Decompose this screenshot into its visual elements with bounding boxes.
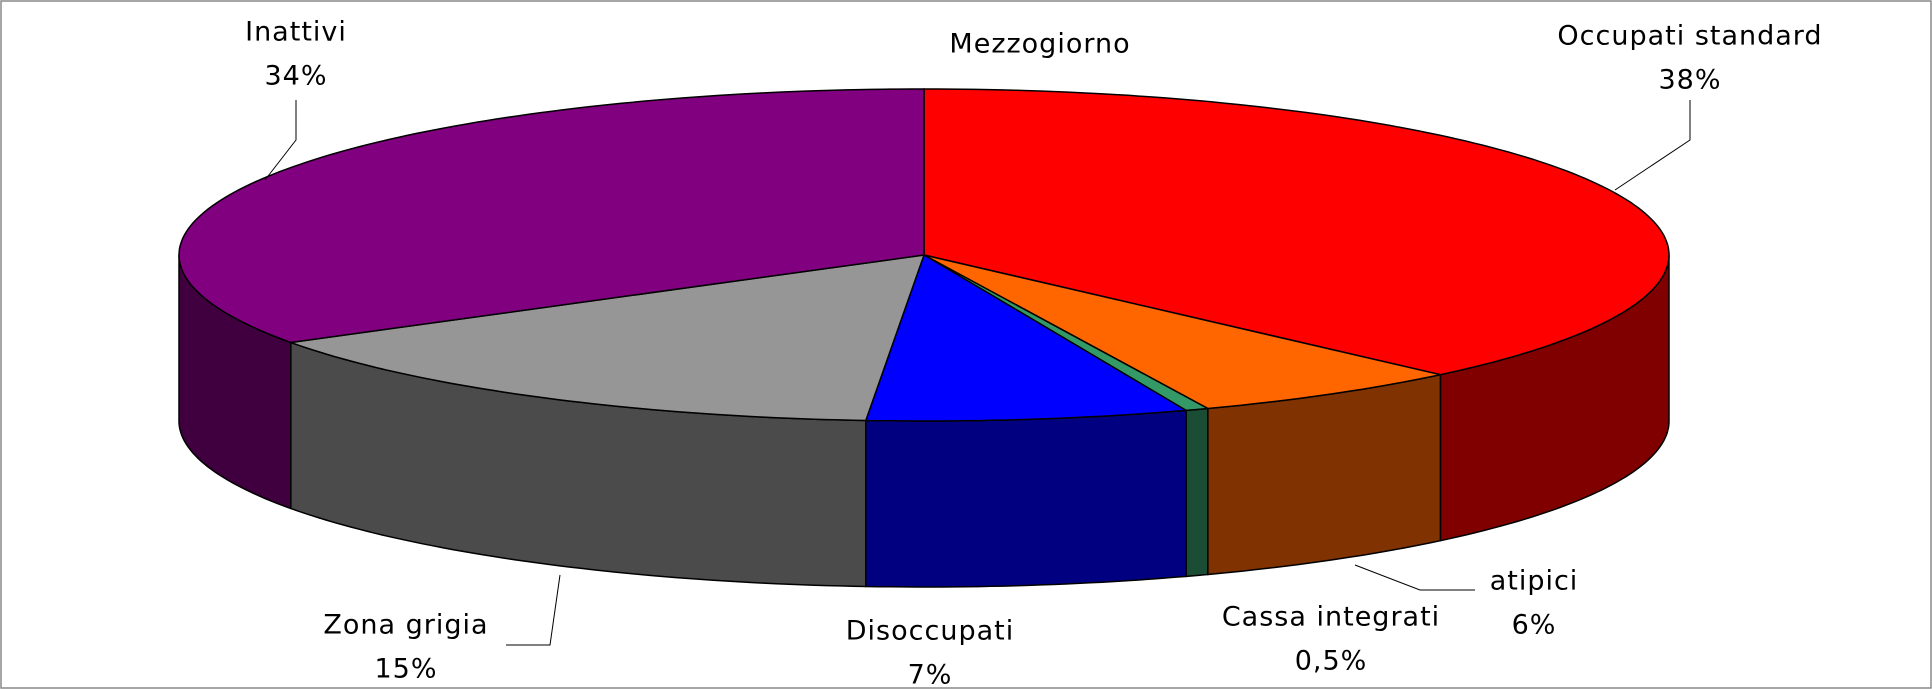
slice	[290, 254, 926, 422]
value-label: 15%	[374, 654, 437, 685]
chart-title: Mezzogiorno	[949, 29, 1130, 60]
slice-label: Occupati standard	[1557, 21, 1822, 52]
slice	[178, 88, 925, 344]
slice-label: Cassa integrati	[1222, 602, 1440, 633]
slice-side	[865, 409, 1187, 588]
leader-line	[1614, 100, 1691, 191]
slice-side	[1185, 407, 1209, 578]
value-label: 7%	[908, 660, 953, 689]
value-label: 0,5%	[1295, 646, 1368, 677]
slice-label: Inattivi	[245, 17, 347, 48]
leader-line	[506, 574, 561, 646]
leader-line	[264, 100, 297, 181]
slice-label: Zona grigia	[323, 610, 488, 641]
value-label: 34%	[264, 61, 327, 92]
slice	[923, 88, 1670, 376]
value-label: 6%	[1512, 610, 1557, 641]
slice-label: atipici	[1490, 566, 1579, 597]
slice-label: Disoccupati	[846, 616, 1014, 647]
value-label: 38%	[1658, 65, 1721, 96]
slice	[923, 254, 1441, 410]
leader-line	[1354, 564, 1475, 591]
slice	[864, 253, 1189, 422]
